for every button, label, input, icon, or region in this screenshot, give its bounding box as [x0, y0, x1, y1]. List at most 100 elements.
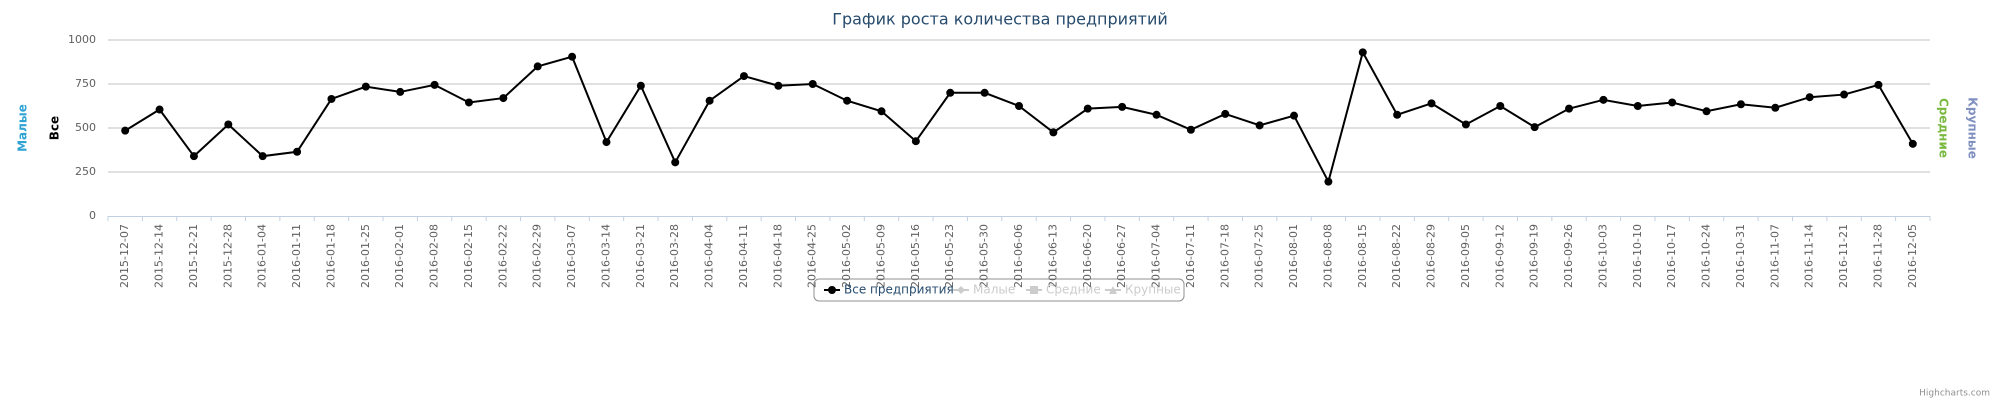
data-point — [568, 52, 577, 61]
x-tick-label: 2016-05-09 — [874, 224, 887, 288]
x-tick-label: 2016-11-14 — [1803, 224, 1816, 288]
x-tick-label: 2016-09-26 — [1562, 224, 1575, 288]
data-point — [121, 126, 130, 135]
legend-label[interactable]: Средние — [1046, 283, 1101, 297]
x-tick-label: 2016-09-12 — [1493, 224, 1506, 288]
data-point — [1736, 100, 1745, 109]
x-tick-label: 2016-04-11 — [737, 224, 750, 288]
data-point — [1255, 121, 1264, 130]
series-line — [124, 49, 1914, 185]
data-point — [1874, 80, 1883, 89]
credits[interactable]: Highcharts.com — [1919, 389, 1990, 399]
data-point — [1805, 93, 1814, 102]
x-tick-label: 2016-07-18 — [1218, 224, 1231, 288]
x-tick-label: 2016-05-16 — [909, 224, 922, 288]
x-tick-label: 2016-05-23 — [943, 224, 956, 288]
x-tick-label: 2016-09-19 — [1528, 224, 1541, 288]
x-tick-label: 2016-03-07 — [565, 224, 578, 288]
x-tick-label: 2016-01-25 — [359, 224, 372, 288]
x-tick-label: 2016-08-22 — [1390, 224, 1403, 288]
data-point — [224, 120, 233, 129]
data-point — [1083, 104, 1092, 113]
data-point — [1496, 102, 1505, 110]
x-tick-label: 2016-10-31 — [1734, 224, 1747, 288]
x-tick-label: 2016-07-04 — [1150, 224, 1163, 288]
y-tick-label: 500 — [75, 121, 96, 134]
x-tick-label: 2016-04-04 — [703, 224, 716, 288]
data-point — [499, 94, 508, 103]
data-point — [877, 107, 886, 116]
y-tick-label: 250 — [75, 165, 96, 178]
legend-marker[interactable] — [1109, 286, 1117, 294]
x-tick-label: 2015-12-28 — [221, 224, 234, 288]
x-tick-label: 2016-03-28 — [668, 224, 681, 288]
data-point — [1427, 99, 1436, 108]
data-point — [1290, 111, 1299, 120]
data-point — [430, 80, 439, 89]
data-point — [533, 62, 542, 71]
x-tick-label: 2016-08-01 — [1287, 224, 1300, 288]
x-tick-label: 2016-02-08 — [428, 224, 441, 288]
data-point — [258, 152, 267, 161]
data-point — [911, 137, 920, 146]
chart-title: График роста количества предприятий — [832, 10, 1168, 29]
data-point — [1049, 128, 1058, 137]
x-tick-label: 2016-11-28 — [1871, 224, 1884, 288]
x-tick-label: 2016-02-15 — [462, 224, 475, 288]
x-tick-label: 2016-03-21 — [634, 224, 647, 288]
y-axis-title: Все — [48, 116, 62, 140]
x-tick-label: 2016-11-21 — [1837, 224, 1850, 288]
x-tick-label: 2016-06-06 — [1012, 224, 1025, 288]
legend-marker[interactable] — [957, 286, 965, 294]
data-point — [808, 80, 817, 88]
data-point — [843, 96, 852, 105]
x-tick-label: 2016-02-29 — [531, 224, 544, 288]
data-point — [1565, 104, 1574, 113]
legend-label[interactable]: Все предприятия — [844, 283, 954, 297]
y-tick-label: 1000 — [68, 33, 96, 46]
data-point — [1186, 125, 1195, 134]
x-tick-label: 2016-05-30 — [978, 224, 991, 288]
x-tick-label: 2016-11-07 — [1768, 224, 1781, 288]
data-point — [636, 81, 645, 90]
x-tick-label: 2016-09-05 — [1459, 224, 1472, 288]
x-tick-label: 2015-12-21 — [187, 224, 200, 288]
y-tick-label: 750 — [75, 77, 96, 90]
x-tick-label: 2016-10-24 — [1700, 224, 1713, 288]
data-point — [1702, 107, 1711, 116]
x-tick-label: 2015-12-14 — [153, 224, 166, 288]
x-tick-label: 2016-10-17 — [1665, 224, 1678, 288]
x-tick-label: 2016-08-29 — [1425, 224, 1438, 288]
data-point — [774, 81, 783, 90]
data-point — [327, 94, 336, 103]
data-point — [1840, 90, 1849, 99]
legend-label[interactable]: Крупные — [1125, 283, 1181, 297]
x-tick-label: 2016-08-15 — [1356, 224, 1369, 288]
legend-marker[interactable] — [1030, 286, 1038, 294]
legend-label[interactable]: Малые — [973, 283, 1015, 297]
data-point — [1221, 109, 1230, 118]
x-tick-label: 2016-02-22 — [496, 224, 509, 288]
data-point — [1668, 98, 1677, 107]
x-tick-label: 2016-01-11 — [290, 224, 303, 288]
data-point — [1530, 123, 1539, 132]
x-tick-label: 2016-02-01 — [393, 224, 406, 288]
data-point — [155, 105, 164, 114]
data-point — [1393, 110, 1402, 119]
data-point — [1461, 120, 1470, 129]
data-point — [739, 72, 748, 81]
data-point — [1015, 102, 1023, 110]
legend-marker[interactable] — [828, 286, 836, 294]
x-tick-label: 2016-01-18 — [324, 224, 337, 288]
x-tick-label: 2016-01-04 — [256, 224, 269, 288]
x-tick-label: 2016-10-03 — [1596, 224, 1609, 288]
data-point — [1152, 110, 1161, 119]
x-tick-label: 2016-04-25 — [806, 224, 819, 288]
x-tick-label: 2015-12-07 — [118, 224, 131, 288]
data-point — [602, 138, 611, 147]
x-tick-label: 2016-05-02 — [840, 224, 853, 288]
data-point — [189, 152, 198, 161]
data-point — [946, 88, 955, 97]
x-tick-label: 2016-07-11 — [1184, 224, 1197, 288]
